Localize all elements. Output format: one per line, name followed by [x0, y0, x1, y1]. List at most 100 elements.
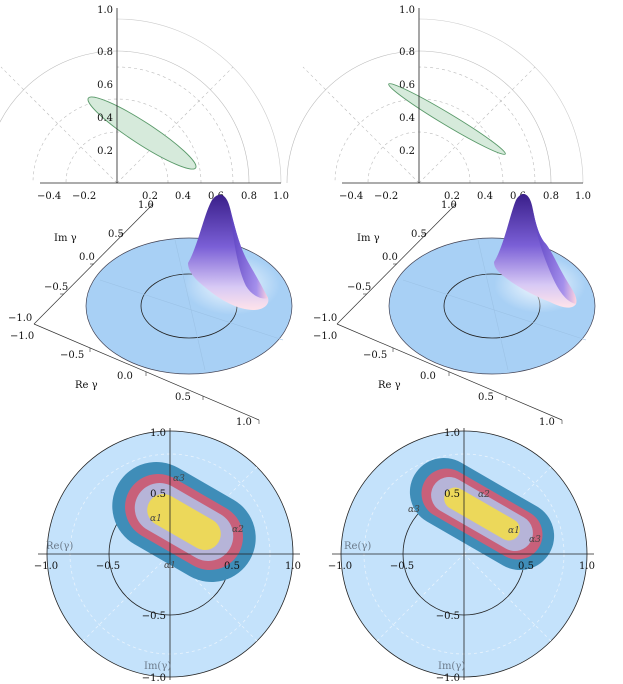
contour-label: α1	[150, 514, 162, 524]
im-axis-label: Im(γ)	[144, 661, 171, 672]
y-tick-label: 0.2	[399, 146, 415, 157]
contour-core	[444, 487, 520, 541]
y-tick-label: −1.0	[142, 673, 166, 684]
y-tick-label: 1.0	[150, 428, 166, 439]
x-tick-label: 0.5	[518, 561, 534, 572]
contour-label: α2	[232, 525, 244, 535]
axis-on-disk-re	[99, 279, 284, 341]
x-tick-label: 0.2	[444, 191, 460, 202]
probability-contours	[409, 458, 555, 570]
y-tick-label: 0.6	[399, 80, 415, 91]
im-axis-label: Im γ	[357, 233, 380, 244]
grid-ray	[463, 553, 552, 642]
y-tick-label: 1.0	[399, 5, 415, 16]
im-tick-label: 0.0	[382, 252, 398, 263]
x-tick-label: 1.0	[285, 561, 301, 572]
x-tick-label: −1.0	[328, 561, 352, 572]
y-tick-labels: 1.0 0.5 −0.5 −1.0	[142, 428, 166, 684]
polar-grid	[0, 18, 282, 184]
x-tick-label: 1.0	[575, 191, 591, 202]
contour-label: α3	[408, 505, 420, 515]
re-tick-label: −1.0	[10, 331, 34, 342]
re-axis-line	[33, 323, 260, 421]
grid-ray	[82, 553, 171, 642]
grid-ray	[376, 553, 465, 642]
y-tick-label: 0.5	[150, 489, 166, 500]
x-tick-labels: −1.0 −0.5 0.5 1.0	[34, 561, 301, 572]
x-tick-label: −0.4	[339, 191, 363, 202]
re-tick-labels: −1.0 −0.5 0.0 0.5 1.0	[10, 331, 252, 428]
grid-arc-1	[32, 98, 202, 184]
x-tick-label: −0.5	[96, 561, 120, 572]
re-tick-labels: −1.0 −0.5 0.0 0.5 1.0	[313, 331, 555, 428]
y-tick-label: 0.4	[399, 113, 415, 124]
x-tick-label: 0.8	[241, 191, 257, 202]
x-tick-label: −0.2	[72, 191, 96, 202]
re-axis-label: Re(γ)	[344, 541, 371, 552]
x-tick-labels: −0.4 −0.2 0.2 0.4 0.6 0.8 1.0	[339, 191, 591, 202]
contour-panel-bottom-left: Re(γ) Im(γ) −1.0 −0.5 0.5 1.0 1.0 0.5 −0…	[34, 428, 301, 684]
im-tick-label: 1.0	[441, 200, 457, 211]
x-tick-label: −0.5	[390, 561, 414, 572]
re-axis-label: Re γ	[378, 380, 401, 391]
im-tick-label: −0.5	[347, 282, 371, 293]
re-tick-label: 0.5	[175, 392, 191, 403]
contour-label: α3	[173, 474, 185, 484]
contour-label: α1	[164, 561, 176, 571]
im-tick-label: 1.0	[138, 200, 154, 211]
surface-panel-middle-left: Im γ Re γ 1.0 0.5 0.0 −0.5 −1.0 −1.0 −0.…	[8, 194, 293, 428]
re-tick-label: −0.5	[363, 350, 387, 361]
im-tick-label: 0.0	[79, 252, 95, 263]
y-tick-label: 0.6	[97, 80, 113, 91]
y-tick-labels: 1.0 0.5 −0.5 −1.0	[436, 428, 460, 684]
region-ellipse	[388, 83, 506, 155]
grid-ray-1	[418, 66, 536, 184]
im-tick-label: −1.0	[8, 313, 32, 324]
im-axis-ticks	[363, 203, 456, 295]
im-axis-ticks	[60, 203, 153, 295]
contour-labels: α3 α1 α2 α1	[150, 474, 244, 571]
x-tick-label: −1.0	[34, 561, 58, 572]
im-tick-label: −1.0	[313, 313, 337, 324]
re-axis-ticks	[392, 348, 563, 424]
x-tick-label: 0.6	[510, 191, 526, 202]
re-axis-label: Re(γ)	[46, 541, 73, 552]
re-tick-label: 0.5	[478, 392, 494, 403]
y-tick-label: −1.0	[436, 673, 460, 684]
y-tick-labels: 0.2 0.4 0.6 0.8 1.0	[97, 5, 113, 157]
peak-shading	[533, 210, 577, 304]
contour-label: α2	[478, 490, 490, 500]
re-tick-label: −1.0	[313, 331, 337, 342]
y-tick-label: 0.8	[399, 47, 415, 58]
x-tick-label: 1.0	[273, 191, 289, 202]
polar-panel-top-left: −0.4 −0.2 0.2 0.4 0.6 0.8 1.0 0.2 0.4 0.…	[0, 5, 289, 202]
im-tick-label: 0.5	[108, 229, 124, 240]
y-tick-label: 0.2	[97, 146, 113, 157]
polar-grid	[286, 18, 584, 184]
x-tick-labels: −0.4 −0.2 0.2 0.4 0.6 0.8 1.0	[37, 191, 289, 202]
x-tick-label: 1.0	[579, 561, 595, 572]
y-tick-label: −0.5	[436, 611, 460, 622]
im-tick-labels: 1.0 0.5 0.0 −0.5 −1.0	[8, 200, 154, 324]
re-tick-label: 0.0	[117, 371, 133, 382]
im-axis-label: Im(γ)	[438, 661, 465, 672]
y-tick-label: 1.0	[97, 5, 113, 16]
im-tick-label: 0.5	[411, 229, 427, 240]
surface-panel-middle-right: Im γ Re γ 1.0 0.5 0.0 −0.5 −1.0 −1.0 −0.…	[313, 194, 596, 428]
axis-on-disk-im	[174, 239, 206, 371]
contour-core	[147, 494, 221, 550]
x-tick-label: −0.2	[374, 191, 398, 202]
re-tick-label: 0.0	[420, 371, 436, 382]
x-tick-label: 0.4	[477, 191, 493, 202]
probability-contours	[112, 462, 256, 582]
y-tick-labels: 0.2 0.4 0.6 0.8 1.0	[399, 5, 415, 157]
y-tick-label: −0.5	[142, 611, 166, 622]
im-tick-labels: 1.0 0.5 0.0 −0.5 −1.0	[313, 200, 457, 324]
y-tick-label: 1.0	[444, 428, 460, 439]
contour-labels: α3 α3 α2 α1	[408, 490, 541, 545]
im-axis-label: Im γ	[54, 233, 77, 244]
re-tick-label: 1.0	[236, 417, 252, 428]
re-axis-line	[336, 323, 563, 421]
y-tick-label: 0.8	[97, 47, 113, 58]
